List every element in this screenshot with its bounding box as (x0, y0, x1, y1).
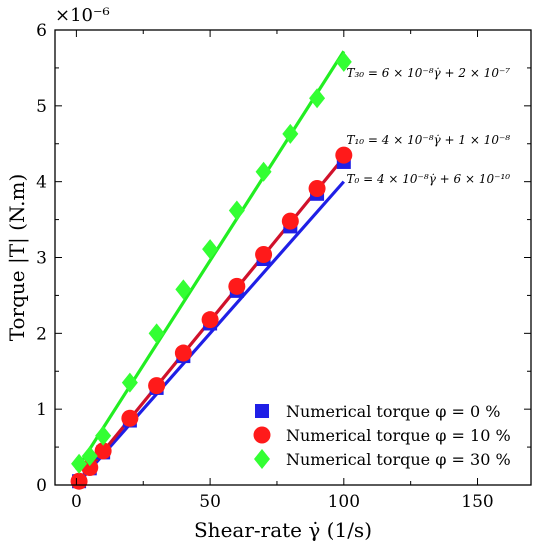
data-point (308, 179, 326, 197)
data-point (175, 279, 192, 300)
fit-equation: T₁₀ = 4 × 10⁻⁸γ̇ + 1 × 10⁻⁸ (346, 133, 510, 147)
legend: Numerical torque φ = 0 % Numerical torque… (253, 402, 511, 469)
data-point (335, 146, 353, 164)
data-point (309, 88, 326, 109)
fit-equation: T₀ = 4 × 10⁻⁸γ̇ + 6 × 10⁻¹⁰ (346, 172, 510, 186)
y-tick-label: 1 (36, 400, 47, 420)
data-point (255, 245, 273, 263)
x-tick-label: 0 (71, 492, 82, 512)
fit-line (75, 180, 346, 487)
x-tick-label: 100 (328, 492, 360, 512)
data-point (94, 442, 112, 460)
tick-labels: 0 50 100 150 0 1 2 3 4 5 6 (36, 21, 494, 512)
data-point (228, 277, 246, 295)
data-point (148, 323, 165, 344)
data-point (202, 239, 219, 260)
legend-marker (255, 404, 269, 418)
legend-marker (253, 426, 271, 444)
y-tick-label: 4 (36, 173, 47, 193)
data-point (282, 123, 299, 144)
legend-label: Numerical torque φ = 10 % (286, 426, 511, 445)
legend-label: Numerical torque φ = 0 % (286, 402, 500, 421)
data-point (71, 453, 88, 474)
data-point (281, 212, 299, 230)
data-point (255, 161, 272, 182)
y-tick-label: 0 (36, 476, 47, 496)
y-tick-label: 2 (36, 324, 47, 344)
axis-ticks (55, 29, 531, 486)
data-point (228, 200, 245, 221)
data-markers (70, 51, 353, 490)
fit-equation: T₃₀ = 6 × 10⁻⁸γ̇ + 2 × 10⁻⁷ (346, 66, 510, 80)
data-point (121, 372, 138, 393)
data-point (174, 344, 192, 362)
data-point (70, 472, 88, 490)
data-point (121, 409, 139, 427)
fit-line (75, 50, 346, 471)
y-axis-title: Torque |T| (N.m) (5, 174, 30, 342)
y-tick-label: 6 (36, 21, 47, 41)
y-tick-label: 5 (36, 97, 47, 117)
data-point (81, 446, 98, 467)
x-axis-title: Shear-rate γ̇ (1/s) (194, 518, 372, 542)
legend-label: Numerical torque φ = 30 % (286, 450, 511, 469)
fit-equations: T₃₀ = 6 × 10⁻⁸γ̇ + 2 × 10⁻⁷ T₁₀ = 4 × 10⁻… (346, 66, 510, 186)
y-exponent-label: ×10⁻⁶ (55, 5, 110, 26)
data-point (95, 425, 112, 446)
data-point (201, 311, 219, 329)
data-point (148, 377, 166, 395)
x-tick-label: 150 (461, 492, 493, 512)
legend-marker (254, 449, 270, 469)
y-tick-label: 3 (36, 249, 47, 269)
data-point (335, 51, 352, 72)
x-tick-label: 50 (199, 492, 221, 512)
